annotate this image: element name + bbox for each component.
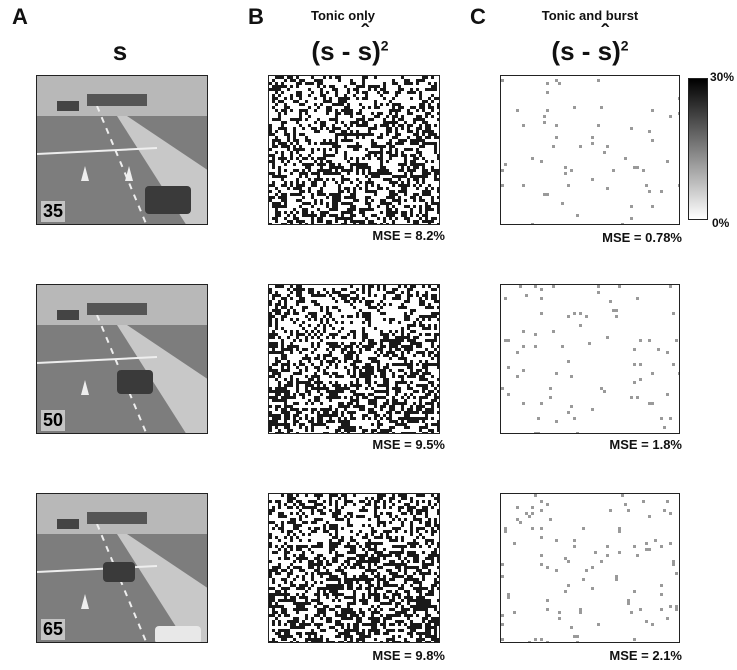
error-map-noise — [269, 494, 439, 642]
mse-tonic-only-35: MSE = 8.2% — [372, 228, 445, 243]
symbol-s: s — [112, 36, 128, 66]
colorbar — [688, 78, 708, 220]
error-map-tonic-only-65 — [268, 493, 440, 643]
symbol-squared-error-b: (s - s)2 — [290, 36, 410, 67]
symbol-open: (s - — [311, 36, 358, 66]
symbol-close: ) — [612, 36, 621, 66]
error-map-tonic-burst-50 — [500, 284, 680, 434]
panel-letter-a: A — [12, 4, 28, 29]
symbol-squared-error-c: (s - s)2 — [530, 36, 650, 67]
panel-letter-c: C — [470, 4, 486, 29]
mse-tonic-burst-50: MSE = 1.8% — [609, 437, 682, 452]
error-map-noise — [501, 79, 679, 224]
error-map-tonic-only-50 — [268, 284, 440, 434]
mse-tonic-burst-35: MSE = 0.78% — [602, 230, 682, 245]
mse-tonic-burst-65: MSE = 2.1% — [609, 648, 682, 663]
error-map-tonic-only-35 — [268, 75, 440, 225]
error-map-tonic-burst-65 — [500, 493, 680, 643]
traffic-scene-image — [37, 494, 207, 642]
symbol-close: ) — [372, 36, 381, 66]
colorbar-max-label: 30% — [710, 70, 735, 84]
mse-tonic-only-50: MSE = 9.5% — [372, 437, 445, 452]
video-frame-50: 50 — [36, 284, 208, 434]
error-map-noise — [501, 494, 678, 642]
error-map-noise — [501, 285, 679, 433]
symbol-hat: s — [358, 36, 372, 67]
traffic-scene-image — [37, 285, 207, 433]
error-map-noise — [269, 285, 439, 433]
symbol-exponent: 2 — [620, 37, 629, 54]
error-map-tonic-burst-35 — [500, 75, 680, 225]
column-title-tonic-and-burst: Tonic and burst — [541, 8, 639, 23]
error-map-noise — [269, 76, 439, 224]
video-frame-35: 35 — [36, 75, 208, 225]
frame-number: 50 — [41, 410, 66, 431]
mse-tonic-only-65: MSE = 9.8% — [372, 648, 445, 663]
panel-letter-b: B — [248, 4, 264, 29]
frame-number: 65 — [41, 619, 66, 640]
symbol-hat: s — [598, 36, 612, 67]
symbol-open: (s - — [551, 36, 598, 66]
traffic-scene-image — [37, 76, 207, 224]
video-frame-65: 65 — [36, 493, 208, 643]
colorbar-min-label: 0% — [712, 216, 730, 230]
symbol-exponent: 2 — [380, 37, 389, 54]
column-title-tonic-only: Tonic only — [310, 8, 376, 23]
frame-number: 35 — [41, 201, 66, 222]
